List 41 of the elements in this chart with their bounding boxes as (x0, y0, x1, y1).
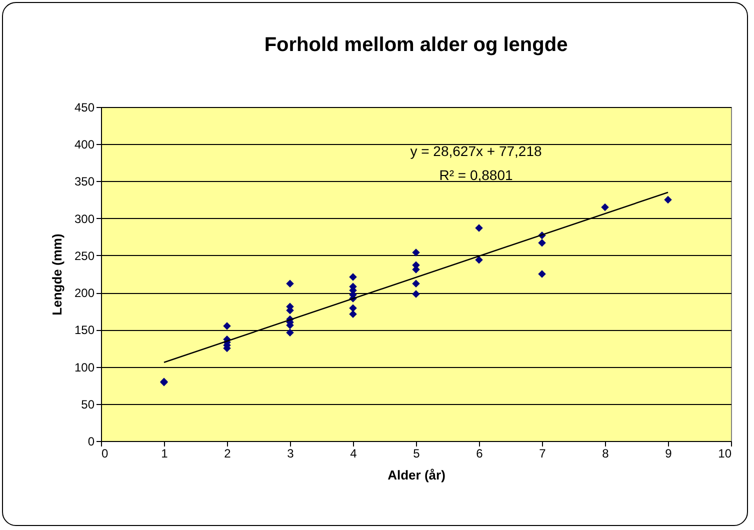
annotation: y = 28,627x + 77,218 (410, 143, 542, 159)
point (601, 203, 609, 212)
y-tick-label: 450 (74, 100, 95, 114)
y-tick-label: 250 (74, 248, 95, 263)
point (538, 238, 546, 247)
point (475, 224, 483, 232)
y-tick-label: 100 (74, 360, 95, 374)
x-tick-label: 10 (718, 446, 732, 460)
x-tick-label: 5 (413, 446, 420, 460)
point (412, 280, 420, 288)
y-tick-label: 200 (74, 286, 95, 300)
y-tick-label: 150 (74, 323, 95, 338)
x-tick-label: 8 (602, 446, 610, 460)
point (223, 322, 231, 330)
y-tick-label: 300 (74, 212, 95, 226)
x-tick-label: 6 (476, 446, 484, 460)
annotation: R² = 0,8801 (439, 167, 513, 183)
point (412, 248, 420, 256)
point (286, 280, 294, 288)
x-tick-label: 2 (224, 446, 232, 460)
x-tick-label: 0 (102, 446, 108, 460)
x-tick-label: 7 (539, 446, 546, 460)
point (349, 273, 357, 281)
x-tick-label: 9 (665, 446, 672, 460)
y-tick-label: 0 (88, 434, 95, 448)
y-tick-label: 350 (74, 174, 95, 189)
point (538, 270, 546, 278)
x-tick-label: 1 (161, 446, 168, 460)
x-tick-label: 3 (287, 446, 294, 460)
x-axis-title: Alder (år) (388, 468, 446, 482)
y-tick-label: 400 (74, 138, 95, 152)
point (475, 256, 483, 264)
point (349, 310, 357, 318)
point (664, 196, 672, 204)
y-axis-title: Lengde (mm) (49, 234, 64, 316)
y-tick-label: 50 (81, 397, 95, 412)
chart-title: Forhold mellom alder og lengde (264, 34, 568, 56)
point (349, 304, 357, 312)
point (412, 290, 420, 298)
point (286, 328, 294, 337)
x-tick-label: 4 (350, 446, 358, 460)
